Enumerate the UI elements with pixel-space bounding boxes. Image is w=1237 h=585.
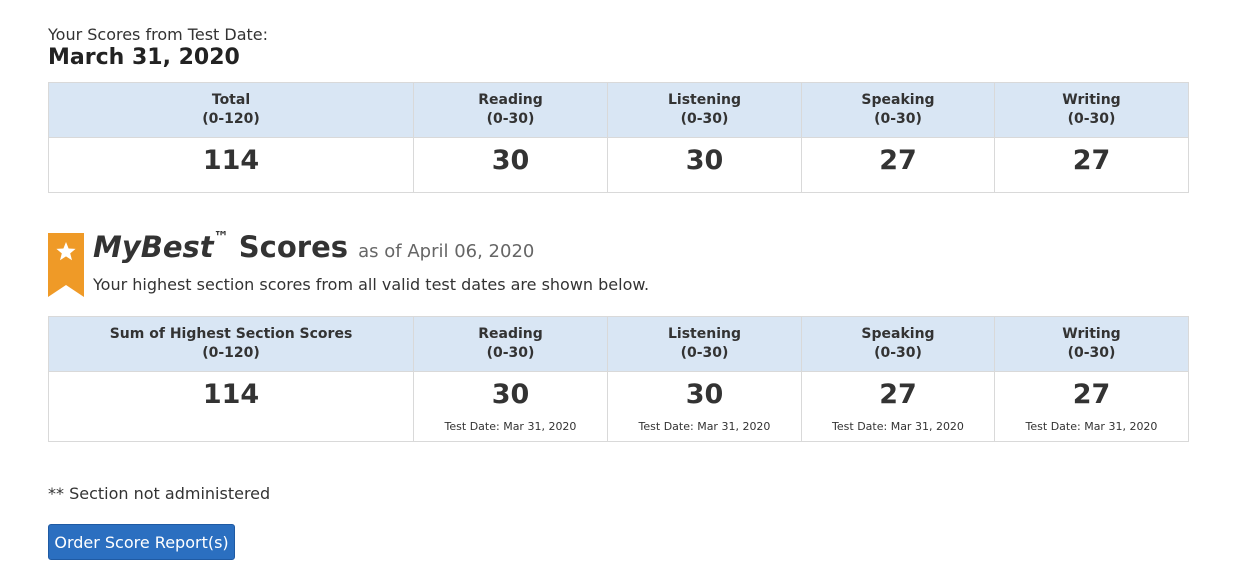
header-listening: Listening (0-30) — [607, 316, 802, 372]
score-value: 30 — [685, 379, 724, 410]
header-total: Total (0-120) — [48, 82, 414, 138]
header-title: Listening — [668, 92, 741, 108]
mybest-header-row: Sum of Highest Section Scores (0-120) Rea… — [48, 316, 1189, 372]
mybest-score-row: 114 30 Test Date: Mar 31, 2020 30 Test Dat… — [48, 371, 1189, 442]
header-title: Total — [211, 92, 251, 108]
mybest-scores-table: Sum of Highest Section Scores (0-120) Rea… — [48, 316, 1189, 442]
header-title: Reading — [478, 326, 543, 342]
header-title: Speaking — [861, 326, 935, 342]
trademark-symbol: ™ — [213, 228, 229, 246]
test-date-heading: March 31, 2020 — [48, 45, 240, 70]
header-title: Listening — [668, 326, 741, 342]
header-writing: Writing (0-30) — [994, 316, 1189, 372]
header-title: Speaking — [861, 92, 935, 108]
intro-label: Your Scores from Test Date: — [48, 25, 269, 44]
current-header-row: Total (0-120) Reading (0-30) Listening (0-3… — [48, 82, 1189, 138]
score-value: 30 — [491, 379, 530, 410]
header-range: (0-120) — [202, 345, 260, 361]
header-reading: Reading (0-30) — [413, 82, 608, 138]
header-sum-highest: Sum of Highest Section Scores (0-120) — [48, 316, 414, 372]
score-cell-listening: 30 Test Date: Mar 31, 2020 — [607, 371, 802, 442]
score-cell-writing: 27 — [994, 137, 1189, 193]
header-speaking: Speaking (0-30) — [801, 316, 995, 372]
header-title: Writing — [1062, 326, 1121, 342]
score-value: 30 — [685, 145, 724, 176]
score-cell-total: 114 — [48, 137, 414, 193]
score-cell-speaking: 27 Test Date: Mar 31, 2020 — [801, 371, 995, 442]
header-range: (0-30) — [680, 345, 729, 361]
score-cell-listening: 30 — [607, 137, 802, 193]
score-value: 27 — [879, 145, 917, 176]
score-cell-reading: 30 — [413, 137, 608, 193]
score-cell-writing: 27 Test Date: Mar 31, 2020 — [994, 371, 1189, 442]
mybest-as-of-date: as of April 06, 2020 — [358, 241, 535, 262]
score-test-date: Test Date: Mar 31, 2020 — [444, 420, 577, 433]
header-title: Writing — [1062, 92, 1121, 108]
score-cell-speaking: 27 — [801, 137, 995, 193]
header-range: (0-120) — [202, 111, 260, 127]
score-value: 30 — [491, 145, 530, 176]
score-test-date: Test Date: Mar 31, 2020 — [832, 420, 964, 433]
header-writing: Writing (0-30) — [994, 82, 1189, 138]
header-range: (0-30) — [486, 345, 535, 361]
header-speaking: Speaking (0-30) — [801, 82, 995, 138]
header-range: (0-30) — [874, 111, 922, 127]
header-range: (0-30) — [680, 111, 729, 127]
header-range: (0-30) — [486, 111, 535, 127]
mybest-brand: MyBest — [93, 230, 214, 264]
header-range: (0-30) — [874, 345, 922, 361]
score-test-date: Test Date: Mar 31, 2020 — [638, 420, 771, 433]
mybest-title: MyBest™ Scores as of April 06, 2020 — [93, 228, 535, 264]
score-value: 114 — [202, 145, 260, 176]
score-value: 27 — [1072, 379, 1111, 410]
header-reading: Reading (0-30) — [413, 316, 608, 372]
star-icon — [56, 242, 76, 261]
score-value: 27 — [1072, 145, 1111, 176]
score-value: 114 — [202, 379, 260, 410]
score-cell-sum: 114 — [48, 371, 414, 442]
header-range: (0-30) — [1067, 111, 1116, 127]
score-value: 27 — [879, 379, 917, 410]
mybest-subtitle: Your highest section scores from all val… — [93, 275, 650, 294]
current-score-row: 114 30 30 27 27 — [48, 137, 1189, 193]
score-test-date: Test Date: Mar 31, 2020 — [1025, 420, 1158, 433]
header-listening: Listening (0-30) — [607, 82, 802, 138]
header-title: Reading — [478, 92, 543, 108]
section-not-administered-note: ** Section not administered — [48, 484, 271, 503]
mybest-scores-word: Scores — [238, 230, 349, 264]
order-score-report-button[interactable]: Order Score Report(s) — [48, 524, 235, 560]
star-ribbon-icon — [48, 233, 84, 297]
header-title: Sum of Highest Section Scores — [109, 326, 353, 342]
header-range: (0-30) — [1067, 345, 1116, 361]
score-cell-reading: 30 Test Date: Mar 31, 2020 — [413, 371, 608, 442]
current-scores-table: Total (0-120) Reading (0-30) Listening (0-3… — [48, 82, 1189, 193]
